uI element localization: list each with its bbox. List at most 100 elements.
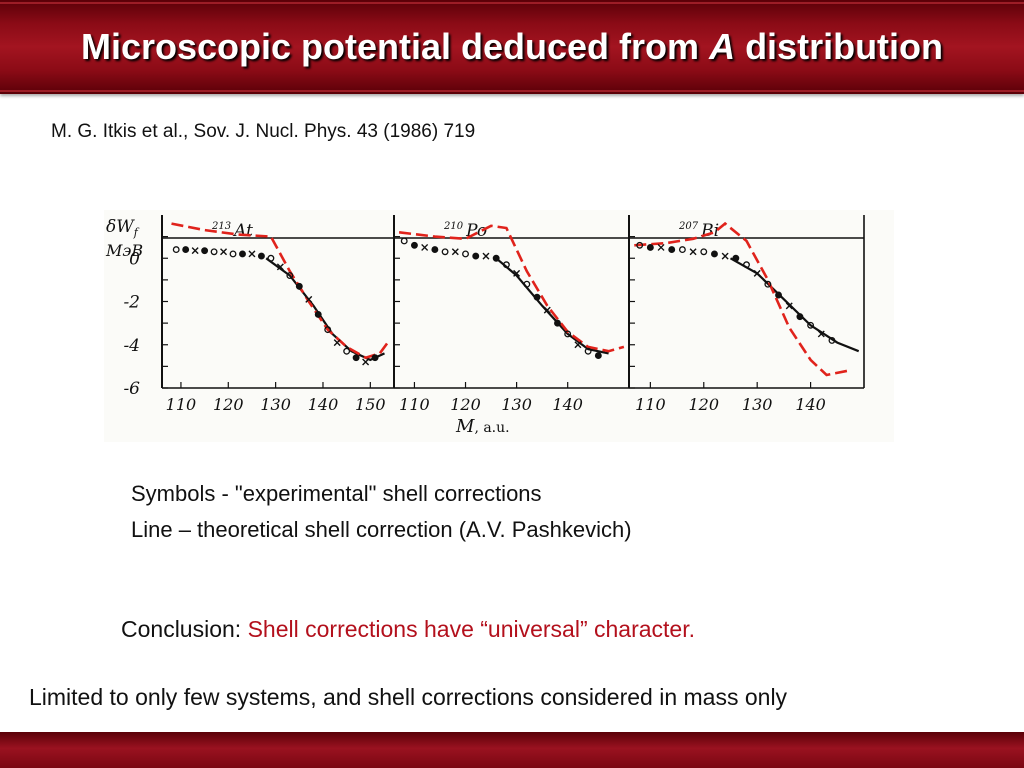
nuclide-mass: 207 [678, 221, 699, 232]
experimental-point [462, 250, 469, 258]
experimental-point [352, 354, 360, 362]
experimental-point [451, 248, 459, 256]
x-tick-label: 120 [213, 395, 244, 414]
slide-title: Microscopic potential deduced from A dis… [0, 26, 1024, 68]
title-bar-stripe-bottom [0, 90, 1024, 92]
x-tick-label: 110 [399, 395, 430, 414]
theory-solid-line [495, 257, 609, 355]
experimental-point [678, 246, 686, 254]
experimental-point [502, 261, 510, 269]
experimental-point [775, 291, 782, 299]
experimental-point [646, 243, 654, 251]
citation: M. G. Itkis et al., Sov. J. Nucl. Phys. … [51, 121, 476, 142]
theory-solid-line [729, 257, 860, 353]
experimental-point [700, 248, 708, 256]
legend-symbols: Symbols - "experimental" shell correctio… [131, 481, 542, 506]
x-tick-label: 120 [450, 395, 481, 414]
slide-title-italic: A [709, 26, 736, 67]
experimental-point [314, 311, 322, 318]
x-tick-label: 120 [688, 395, 719, 414]
chart-paper [104, 210, 894, 442]
conclusion-label: Conclusion: [121, 616, 248, 642]
experimental-point [191, 247, 199, 255]
experimental-point [229, 250, 237, 258]
x-axis-label: M, a.u. [455, 416, 510, 437]
experimental-point [554, 319, 561, 327]
y-tick-label: 0 [129, 249, 140, 269]
experimental-point [276, 263, 284, 271]
experimental-point [492, 254, 500, 262]
experimental-point [807, 321, 815, 329]
experimental-point [594, 352, 602, 360]
slide-title-part2: distribution [735, 26, 944, 67]
experimental-point [711, 250, 718, 258]
experimental-point [533, 293, 541, 301]
x-tick-label: 110 [635, 395, 666, 414]
experimental-point [743, 261, 750, 269]
chart-panel-at: 110 120 130 140 150 213 At [161, 215, 394, 414]
experimental-point [543, 306, 551, 314]
experimental-point [584, 347, 592, 355]
y-axis-label: δWf [106, 217, 140, 239]
legend-line: Line – theoretical shell correction (A.V… [131, 517, 632, 542]
footer-bar [0, 732, 1024, 768]
x-tick-label: 140 [795, 395, 826, 414]
experimental-point [182, 246, 190, 254]
nuclide-element: Bi [700, 221, 719, 241]
experimental-point [721, 252, 729, 260]
experimental-point [636, 241, 644, 249]
experimental-point [482, 252, 490, 260]
theory-dashed-line [171, 222, 391, 360]
experimental-point [796, 313, 804, 321]
conclusion-text: Shell corrections have “universal” chara… [247, 616, 695, 642]
x-tick-label: 150 [355, 395, 386, 414]
experimental-point [431, 246, 439, 254]
experimental-point [732, 254, 740, 262]
experimental-point [689, 248, 697, 256]
experimental-point [523, 280, 531, 288]
x-tick-label: 140 [308, 395, 339, 414]
nuclide-mass: 210 [443, 221, 464, 232]
experimental-point [441, 248, 449, 256]
y-tick-label: -2 [123, 293, 140, 313]
experimental-point [764, 280, 772, 288]
title-bar-stripe-top [0, 2, 1024, 4]
experimental-point [210, 248, 218, 256]
title-bar: Microscopic potential deduced from A dis… [0, 0, 1024, 94]
experimental-point [371, 354, 379, 362]
experimental-point [753, 269, 761, 277]
experimental-point [172, 246, 180, 254]
slide-title-part1: Microscopic potential deduced from [80, 26, 710, 67]
experimental-point [410, 241, 418, 249]
y-tick-label: -4 [123, 336, 140, 356]
experimental-point [421, 243, 429, 251]
y-axis-unit: МэВ [105, 241, 143, 260]
experimental-point [343, 347, 351, 355]
nuclide-element: At [232, 221, 253, 241]
experimental-point [305, 295, 313, 303]
experimental-point [201, 247, 209, 255]
x-tick-label: 140 [552, 395, 583, 414]
y-tick-label: -6 [123, 379, 140, 399]
experimental-point [267, 254, 275, 262]
chart-panel-bi: 110 120 130 140 207 Bi [628, 215, 865, 414]
experimental-point [324, 326, 332, 334]
experimental-point [472, 252, 480, 260]
experimental-point [220, 248, 228, 256]
x-tick-label: 110 [166, 395, 197, 414]
experimental-point [828, 336, 836, 344]
experimental-point [564, 330, 572, 338]
x-tick-label: 130 [260, 395, 291, 414]
x-axis-unit: , a.u. [474, 420, 509, 436]
experimental-point [362, 358, 370, 366]
experimental-point [817, 330, 825, 338]
experimental-point [785, 302, 793, 310]
chart-figure: δWf МэВ 0 -2 -4 -6 110 120 130 140 150 213 At 110 120 1… [104, 210, 894, 442]
experimental-point [400, 237, 408, 245]
theory-dashed-line [634, 221, 849, 377]
experimental-point [248, 250, 256, 258]
experimental-point [657, 243, 665, 251]
y-axis-label-sub: f [133, 226, 140, 239]
theory-dashed-line [398, 224, 625, 353]
